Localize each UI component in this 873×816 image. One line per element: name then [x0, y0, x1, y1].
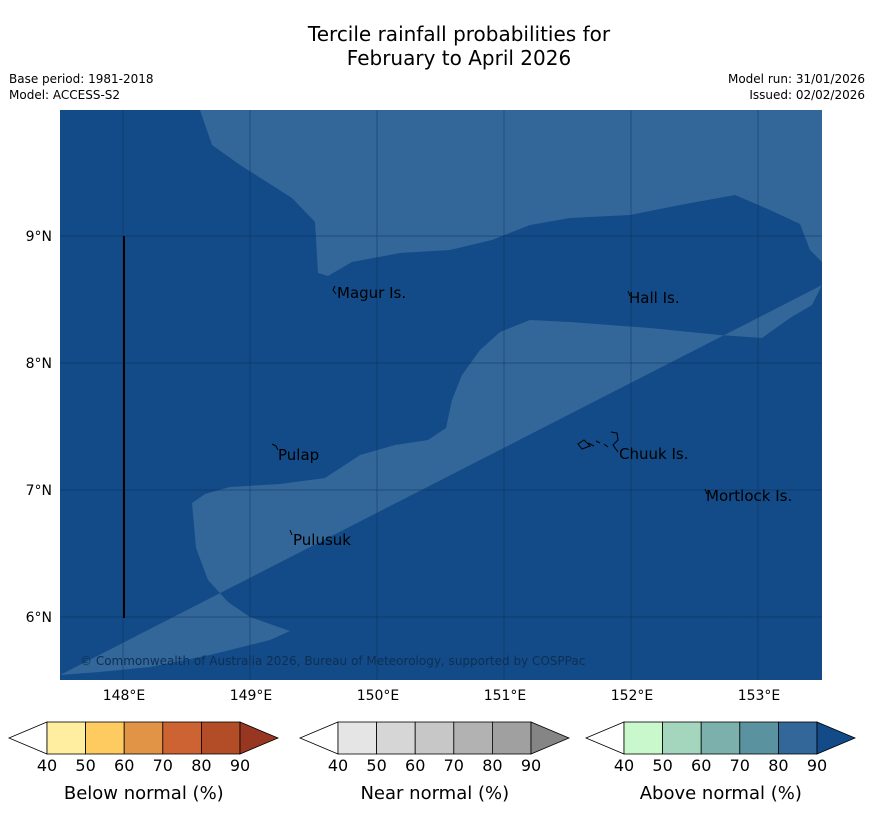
model-name: Model: ACCESS-S2 — [9, 88, 121, 102]
lat-label: 7°N — [26, 483, 52, 499]
colorbar-tick-label: 90 — [521, 756, 541, 775]
colorbar-segment — [123, 721, 164, 755]
lon-label: 153°E — [738, 688, 781, 704]
colorbar-segment — [700, 721, 741, 755]
chuuk-island-shape — [577, 431, 619, 453]
meta-right: Model run: 31/01/2026 Issued: 02/02/2026 — [728, 71, 865, 103]
place-label-pulusuk: Pulusuk — [293, 531, 351, 549]
colorbar-tick-label: 80 — [482, 756, 502, 775]
colorbar-near-normal: 40 50 60 70 80 90 Near normal (%) — [298, 721, 571, 804]
title-line-2: February to April 2026 — [346, 46, 572, 70]
place-label-magur: Magur Is. — [337, 284, 406, 302]
colorbar-label: Above normal (%) — [640, 783, 802, 804]
place-labels: Magur Is. Hall Is. Pulap Chuuk Is. Mortl… — [278, 284, 792, 549]
colorbar-tick-label: 60 — [114, 756, 134, 775]
colorbar-segment — [739, 721, 779, 755]
copyright-notice: © Commonwealth of Australia 2026, Bureau… — [80, 654, 585, 668]
magur-island-shape — [332, 285, 337, 295]
colorbar-tick-label: 50 — [652, 756, 672, 775]
place-label-hall: Hall Is. — [629, 289, 680, 307]
colorbar-segment — [453, 721, 493, 755]
colorbar-segment — [85, 721, 125, 755]
colorbar-segment — [46, 721, 86, 755]
lon-label: 152°E — [611, 688, 654, 704]
colorbar-extend-high — [530, 721, 571, 755]
colorbar-above-normal: 40 50 60 70 80 90 Above normal (%) — [584, 721, 857, 804]
meta-left: Base period: 1981-2018 Model: ACCESS-S2 — [9, 71, 154, 103]
colorbar-tick-label: 60 — [691, 756, 711, 775]
above-90-region-west — [60, 110, 822, 680]
colorbar-tick-label: 60 — [405, 756, 425, 775]
above-90-region-east — [806, 417, 822, 432]
colorbar-segment — [414, 721, 455, 755]
colorbar-extend-low — [584, 721, 625, 755]
model-run: Model run: 31/01/2026 — [727, 72, 865, 86]
island-outlines — [271, 285, 708, 536]
lat-label: 6°N — [26, 610, 52, 626]
colorbar-label: Near normal (%) — [360, 783, 509, 804]
lon-labels: 148°E 149°E 150°E 151°E 152°E 153°E — [103, 688, 781, 704]
colorbar-segment — [623, 721, 663, 755]
colorbar-tick-label: 80 — [191, 756, 211, 775]
lat-label: 9°N — [26, 229, 52, 245]
colorbar-tick-label: 40 — [37, 756, 57, 775]
colorbar-below-normal: 40 50 60 70 80 90 Below normal (%) — [7, 721, 280, 804]
colorbar-extend-low — [7, 721, 48, 755]
colorbar-extend-low — [298, 721, 339, 755]
colorbar-tick-label: 50 — [75, 756, 95, 775]
colorbar-segment — [491, 721, 532, 755]
colorbar-tick-label: 70 — [444, 756, 464, 775]
place-label-chuuk: Chuuk Is. — [619, 445, 688, 463]
mortlock-island-shape — [704, 488, 708, 495]
colorbar-tick-label: 40 — [328, 756, 348, 775]
issued-date: Issued: 02/02/2026 — [749, 88, 865, 102]
colorbar-segment — [376, 721, 416, 755]
colorbar-segment — [337, 721, 377, 755]
hall-island-shape — [627, 290, 631, 297]
lat-labels: 9°N 8°N 7°N 6°N — [26, 229, 52, 626]
colorbar-tick-label: 90 — [807, 756, 827, 775]
map-area: Magur Is. Hall Is. Pulap Chuuk Is. Mortl… — [60, 110, 822, 680]
colorbar-tick-label: 80 — [768, 756, 788, 775]
lon-label: 150°E — [357, 688, 400, 704]
colorbar-segment — [778, 721, 818, 755]
colorbar-segment — [662, 721, 702, 755]
colorbar-segment — [162, 721, 202, 755]
pulap-island-shape — [271, 443, 279, 451]
lon-label: 151°E — [484, 688, 527, 704]
place-label-mortlock: Mortlock Is. — [706, 487, 792, 505]
colorbar-extend-high — [239, 721, 280, 755]
lat-label: 8°N — [26, 356, 52, 372]
lon-label: 148°E — [103, 688, 146, 704]
colorbar-tick-label: 70 — [153, 756, 173, 775]
colorbar-extend-high — [816, 721, 857, 755]
lon-label: 149°E — [230, 688, 273, 704]
colorbar-tick-label: 90 — [230, 756, 250, 775]
colorbar-tick-label: 70 — [730, 756, 750, 775]
above-90-region-southeast — [695, 600, 822, 680]
chart-title: Tercile rainfall probabilities for Febru… — [0, 22, 873, 70]
pulusuk-island-shape — [289, 529, 293, 536]
colorbar-tick-label: 40 — [614, 756, 634, 775]
base-period: Base period: 1981-2018 — [9, 72, 154, 86]
place-label-pulap: Pulap — [278, 446, 319, 464]
colorbar-label: Below normal (%) — [64, 783, 224, 804]
colorbar-tick-label: 50 — [366, 756, 386, 775]
colorbar-segment — [200, 721, 241, 755]
title-line-1: Tercile rainfall probabilities for — [307, 22, 611, 46]
